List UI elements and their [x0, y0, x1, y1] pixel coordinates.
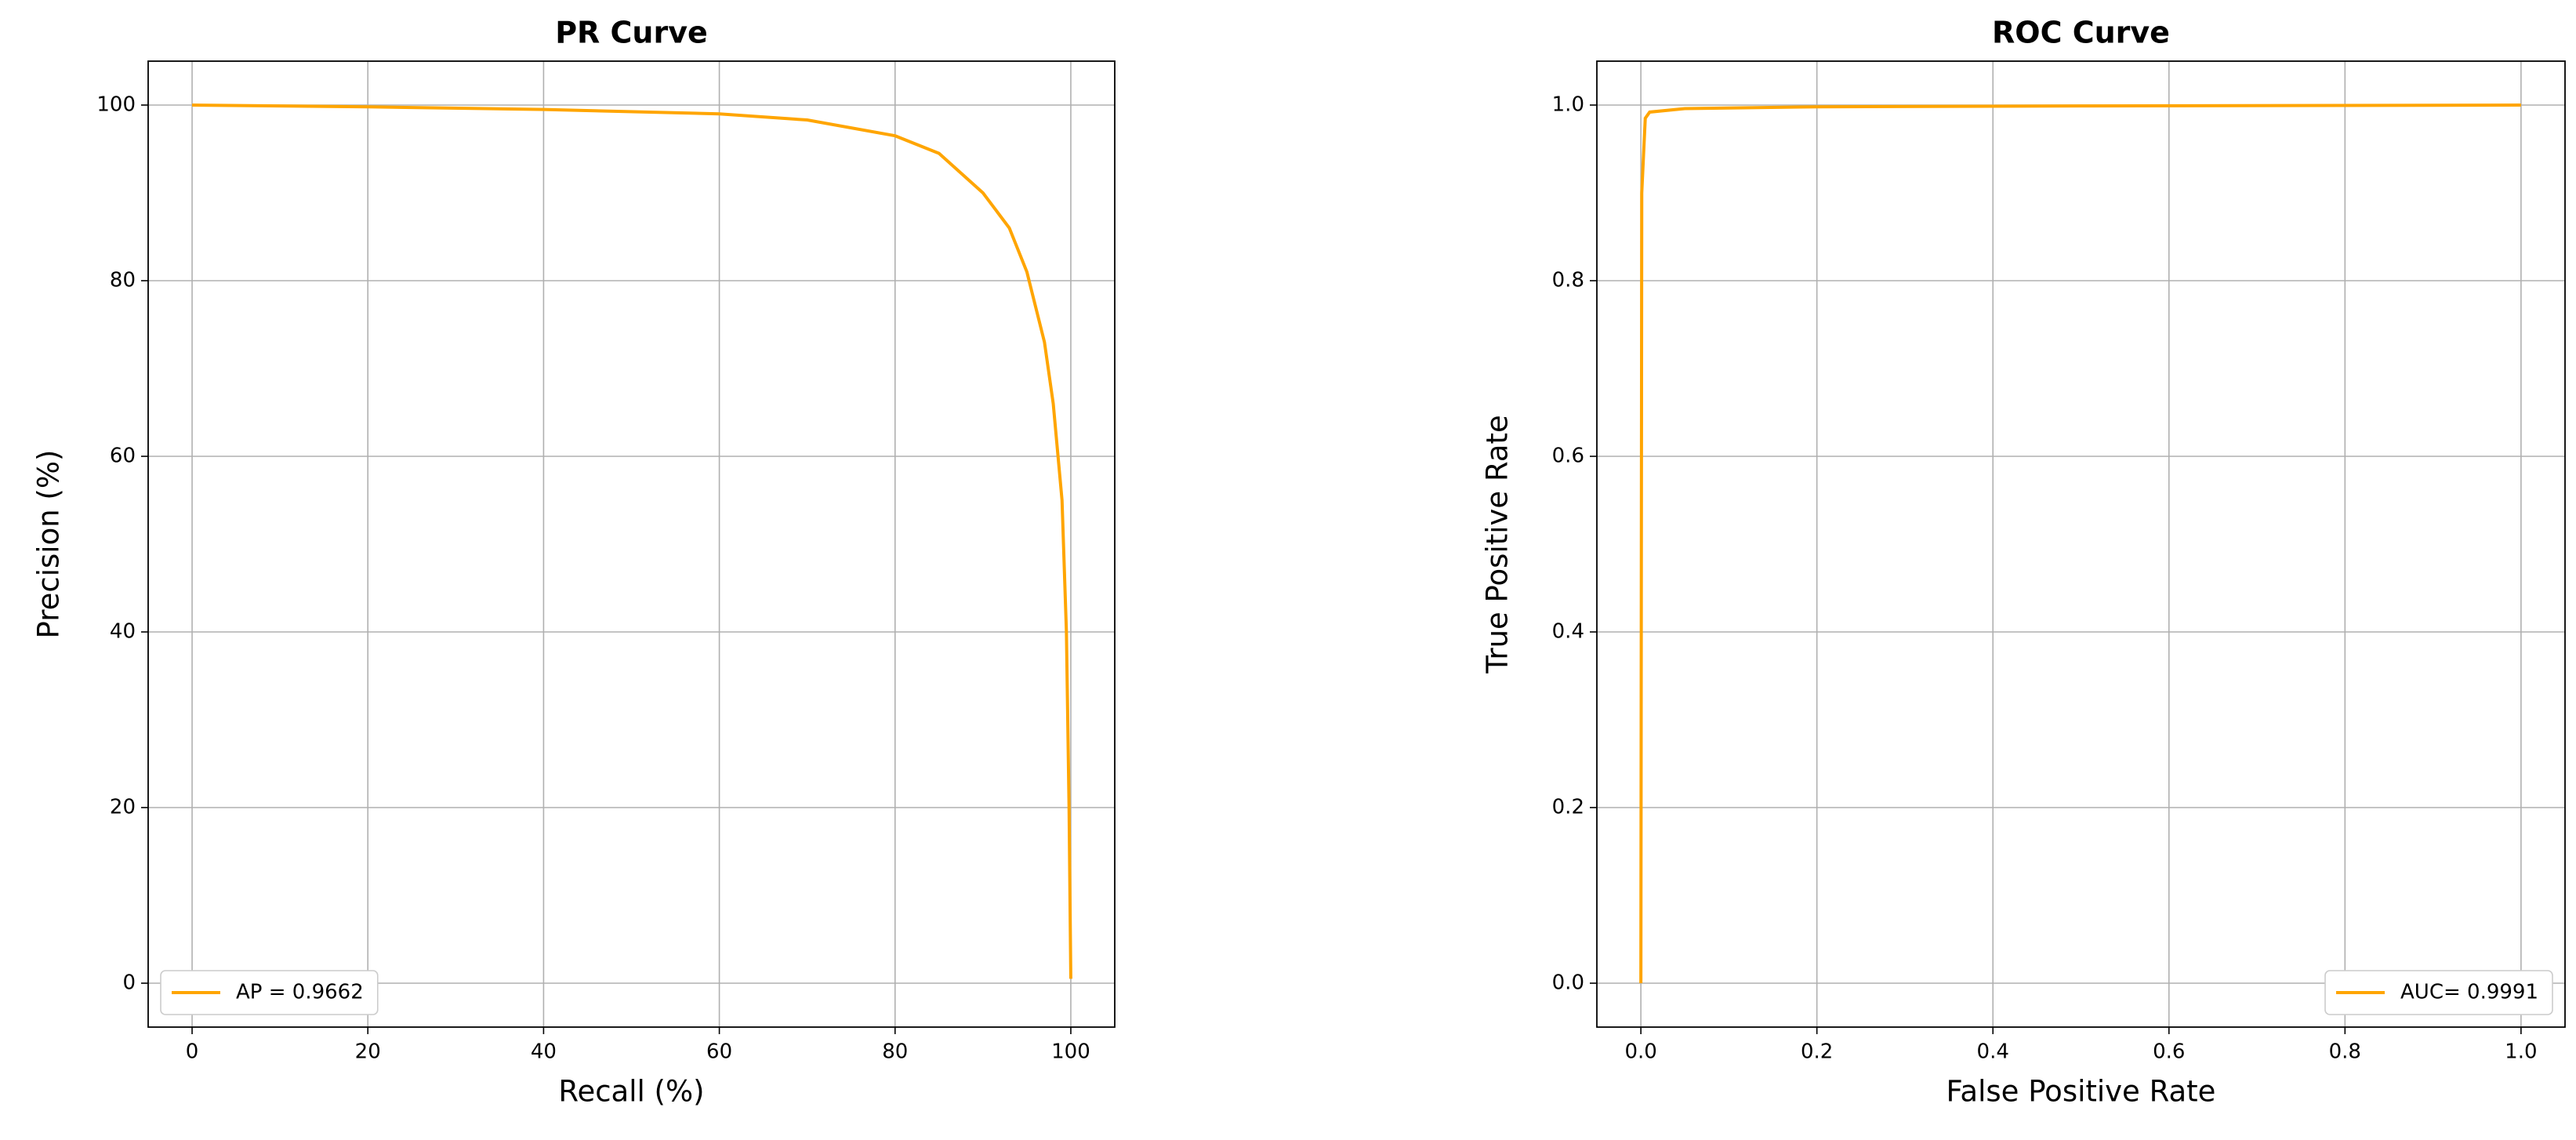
y-tick-label: 40 — [110, 620, 136, 644]
axes-frame — [1596, 60, 2566, 1028]
x-tick-label: 80 — [882, 1040, 908, 1064]
x-tick-label: 0.0 — [1624, 1040, 1656, 1064]
y-tick-label: 0.8 — [1552, 269, 1584, 292]
x-tick-label: 0 — [186, 1040, 199, 1064]
y-tick-label: 100 — [96, 93, 136, 117]
legend-box — [160, 970, 379, 1015]
y-axis-label: Precision (%) — [32, 450, 66, 639]
y-tick-label: 0 — [122, 971, 136, 995]
x-tick-label: 40 — [531, 1040, 557, 1064]
x-axis-label: Recall (%) — [558, 1075, 704, 1109]
curve — [192, 103, 1072, 979]
legend-box — [2324, 970, 2553, 1015]
x-tick-label: 60 — [706, 1040, 732, 1064]
y-tick-label: 1.0 — [1552, 93, 1584, 117]
y-tick-label: 20 — [110, 796, 136, 819]
x-tick-label: 20 — [355, 1040, 381, 1064]
legend-label: AUC= 0.9991 — [2400, 981, 2538, 1004]
curve — [1639, 103, 2521, 984]
x-tick-label: 1.0 — [2505, 1040, 2537, 1064]
chart-title: PR Curve — [555, 16, 708, 50]
x-tick-label: 0.8 — [2329, 1040, 2361, 1064]
axes-frame — [147, 60, 1116, 1028]
y-tick-label: 0.0 — [1552, 971, 1584, 995]
x-tick-label: 0.2 — [1801, 1040, 1833, 1064]
legend-label: AP = 0.9662 — [236, 981, 364, 1004]
x-tick-label: 100 — [1051, 1040, 1090, 1064]
y-tick-label: 0.2 — [1552, 796, 1584, 819]
chart-title: ROC Curve — [1992, 16, 2170, 50]
y-tick-label: 0.6 — [1552, 445, 1584, 468]
y-tick-label: 80 — [110, 269, 136, 292]
legend: AP = 0.9662 — [160, 970, 379, 1015]
y-axis-label: True Positive Rate — [1481, 415, 1515, 674]
y-tick-label: 0.4 — [1552, 620, 1584, 644]
y-tick-label: 60 — [110, 445, 136, 468]
x-tick-label: 0.4 — [1977, 1040, 2009, 1064]
legend: AUC= 0.9991 — [2324, 970, 2553, 1015]
x-axis-label: False Positive Rate — [1947, 1075, 2216, 1109]
x-tick-label: 0.6 — [2153, 1040, 2185, 1064]
